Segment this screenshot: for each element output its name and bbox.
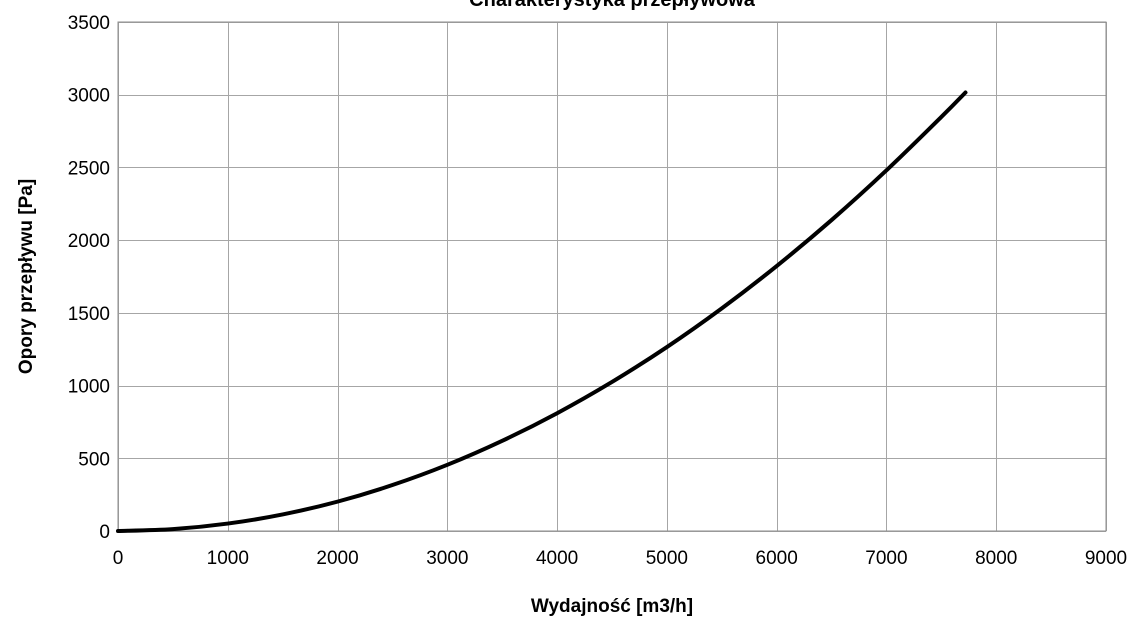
y-tick-label: 2500 bbox=[68, 158, 110, 179]
x-axis-title: Wydajność [m3/h] bbox=[531, 596, 693, 617]
y-tick-label: 2000 bbox=[68, 231, 110, 252]
x-tick-label: 5000 bbox=[646, 548, 688, 569]
x-axis-ticks: 0 1000 2000 3000 4000 5000 6000 7000 8000 9000 bbox=[113, 548, 1127, 569]
y-tick-label: 3000 bbox=[68, 86, 110, 107]
x-tick-label: 7000 bbox=[865, 548, 907, 569]
x-tick-label: 6000 bbox=[756, 548, 798, 569]
x-tick-label: 2000 bbox=[316, 548, 358, 569]
series-group bbox=[116, 90, 968, 533]
y-tick-label: 500 bbox=[78, 449, 110, 470]
y-tick-label: 3500 bbox=[68, 13, 110, 34]
y-tick-label: 0 bbox=[99, 522, 110, 543]
x-tick-label: 8000 bbox=[975, 548, 1017, 569]
y-tick-label: 1500 bbox=[68, 304, 110, 325]
x-tick-label: 0 bbox=[113, 548, 124, 569]
series-line bbox=[116, 90, 968, 533]
x-tick-label: 1000 bbox=[207, 548, 249, 569]
x-tick-label: 4000 bbox=[536, 548, 578, 569]
x-tick-label: 9000 bbox=[1085, 548, 1127, 569]
y-tick-label: 1000 bbox=[68, 377, 110, 398]
chart-title: Charakterystyka przepływowa bbox=[469, 0, 756, 11]
x-tick-label: 3000 bbox=[426, 548, 468, 569]
plot-area bbox=[117, 21, 1107, 532]
y-axis-title: Opory przepływu [Pa] bbox=[16, 179, 37, 374]
y-axis-ticks: 0 500 1000 1500 2000 2500 3000 3500 bbox=[68, 13, 110, 543]
